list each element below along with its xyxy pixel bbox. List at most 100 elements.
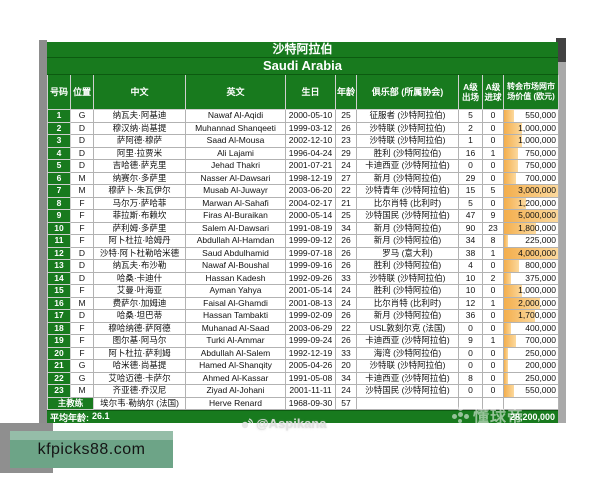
cell-caps: 9	[458, 334, 483, 348]
cell-value: 550,000	[503, 384, 559, 398]
header-row: 号码 位置 中文 英文 生日 年龄 俱乐部 (所属协会) A级出场 A级进球 转…	[47, 75, 559, 110]
cell-club: 沙特国民 (沙特阿拉伯)	[356, 384, 459, 398]
cell-goals: 2	[482, 271, 504, 285]
cell-en: Herve Renard	[185, 396, 286, 410]
cell-club: 卡迪西亚 (沙特阿拉伯)	[356, 159, 459, 173]
cell-birth: 2001-05-14	[285, 284, 336, 298]
cell-club	[356, 396, 459, 410]
cell-value: 1,000,000	[503, 134, 559, 148]
cell-en: Turki Al-Ammar	[185, 334, 286, 348]
cell-goals: 0	[482, 196, 504, 210]
cell-pos: G	[70, 109, 94, 123]
cell-pos: F	[70, 321, 94, 335]
cell-goals	[482, 396, 504, 410]
cell-goals: 0	[482, 259, 504, 273]
cell-caps: 38	[458, 246, 483, 260]
cell-goals: 0	[482, 159, 504, 173]
cell-pos: G	[70, 371, 94, 385]
cell-en: Saad Al-Mousa	[185, 134, 286, 148]
cell-no: 4	[47, 146, 71, 160]
cell-pos: F	[70, 196, 94, 210]
cell-caps: 16	[458, 146, 483, 160]
cell-no: 9	[47, 209, 71, 223]
player-row: 23 M 齐亚德·乔汉尼 Ziyad Al-Johani 2001-11-11 24 沙特国…	[47, 384, 559, 398]
market-value-bar	[504, 147, 518, 159]
cell-cn: 纳瓦夫·布沙勒	[93, 259, 186, 273]
market-value-bar	[504, 272, 512, 284]
cell-birth: 2000-05-14	[285, 209, 336, 223]
screenshot-corner-dark	[556, 38, 566, 62]
cell-no: 18	[47, 321, 71, 335]
cell-no: 21	[47, 359, 71, 373]
market-value-text: 3,000,000	[518, 185, 556, 195]
cell-value: 5,000,000	[503, 209, 559, 223]
cell-cn: 哈桑·卡迪什	[93, 271, 186, 285]
col-header-goals: A级进球	[482, 75, 504, 110]
cell-club: 沙特联 (沙特阿拉伯)	[356, 359, 459, 373]
cell-age: 22	[335, 321, 357, 335]
cell-pos: D	[70, 146, 94, 160]
cell-value: 1,200,000	[503, 196, 559, 210]
cell-birth: 1999-09-16	[285, 259, 336, 273]
cell-goals: 23	[482, 221, 504, 235]
cell-en: Ahmed Al-Kassar	[185, 371, 286, 385]
screenshot-scrollbar	[558, 62, 566, 423]
site-watermark-box: kfpicks88.com	[10, 431, 177, 468]
cell-age: 20	[335, 359, 357, 373]
cell-pos: D	[70, 121, 94, 135]
cell-cn: 萨阿德·穆萨	[93, 134, 186, 148]
cell-pos: D	[70, 259, 94, 273]
cell-pos: M	[70, 384, 94, 398]
cell-no: 2	[47, 121, 71, 135]
cell-club: 征服者 (沙特阿拉伯)	[356, 109, 459, 123]
cell-no: 8	[47, 196, 71, 210]
cell-en: Muhannad Shanqeeti	[185, 121, 286, 135]
cell-no: 14	[47, 271, 71, 285]
cell-pos: F	[70, 334, 94, 348]
player-row: 9 F 菲拉斯·布赖坎 Firas Al-Buraikan 2000-05-14 25 沙特…	[47, 209, 559, 223]
cell-caps: 0	[458, 346, 483, 360]
cell-caps: 5	[458, 196, 483, 210]
cell-age: 34	[335, 221, 357, 235]
cell-age: 25	[335, 109, 357, 123]
cell-pos: D	[70, 271, 94, 285]
cell-pos: D	[70, 134, 94, 148]
cell-value: 1,000,000	[503, 284, 559, 298]
cell-value: 750,000	[503, 146, 559, 160]
market-value-text: 700,000	[525, 172, 556, 183]
cell-birth: 1999-02-09	[285, 309, 336, 323]
cell-club: 胜利 (沙特阿拉伯)	[356, 284, 459, 298]
cell-birth: 1968-09-30	[285, 396, 336, 410]
cell-pos: D	[70, 159, 94, 173]
cell-age: 22	[335, 184, 357, 198]
average-age: 平均年龄: 26.1	[50, 411, 110, 424]
cell-birth: 1999-09-12	[285, 234, 336, 248]
market-value-bar	[504, 160, 518, 172]
cell-age: 21	[335, 196, 357, 210]
player-row: 13 D 纳瓦夫·布沙勒 Nawaf Al-Boushal 1999-09-16 26 胜利…	[47, 259, 559, 273]
cell-value: 375,000	[503, 271, 559, 285]
cell-birth: 2003-06-29	[285, 321, 336, 335]
cell-birth: 1999-03-12	[285, 121, 336, 135]
cell-age: 33	[335, 346, 357, 360]
cell-goals: 1	[482, 146, 504, 160]
cell-goals: 0	[482, 321, 504, 335]
cell-age: 26	[335, 121, 357, 135]
player-row: 18 F 穆哈纳德·萨阿德 Muhanad Al-Saad 2003-06-29 22 US…	[47, 321, 559, 335]
cell-caps: 90	[458, 221, 483, 235]
cell-club: 沙特青年 (沙特阿拉伯)	[356, 184, 459, 198]
players-tbody: 1 G 纳瓦夫·阿基迪 Nawaf Al-Aqidi 2000-05-10 25 征服者 (…	[47, 109, 559, 410]
site-watermark-text: kfpicks88.com	[37, 441, 146, 458]
cell-no: 10	[47, 221, 71, 235]
player-row: 5 D 吉哈德·萨克里 Jehad Thakri 2001-07-21 24 卡迪西亚 (沙…	[47, 159, 559, 173]
cell-age: 26	[335, 234, 357, 248]
cell-en: Hassan Kadesh	[185, 271, 286, 285]
cell-age: 27	[335, 171, 357, 185]
cell-no: 7	[47, 184, 71, 198]
market-value-bar	[504, 385, 514, 397]
total-market-value: 28,200,000	[509, 412, 555, 422]
market-value-bar	[504, 185, 558, 197]
col-header-club: 俱乐部 (所属协会)	[356, 75, 459, 110]
watermark-handle: @Aspikana	[256, 416, 327, 431]
market-value-text: 250,000	[525, 372, 556, 383]
